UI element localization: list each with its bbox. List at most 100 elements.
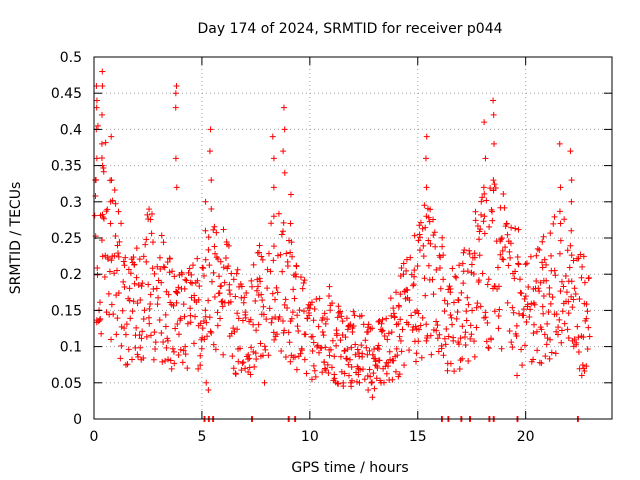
data-point xyxy=(485,345,492,352)
data-point xyxy=(128,356,135,363)
data-point xyxy=(433,266,440,273)
data-point xyxy=(240,359,247,366)
data-point xyxy=(152,339,159,346)
data-point xyxy=(127,270,134,277)
data-point xyxy=(145,281,152,288)
data-point xyxy=(447,311,454,318)
data-point xyxy=(331,375,338,382)
data-point xyxy=(361,376,368,383)
data-point xyxy=(104,206,111,213)
data-point xyxy=(287,249,294,256)
y-tick-label: 0.25 xyxy=(51,231,82,247)
data-point xyxy=(205,246,212,253)
data-point xyxy=(162,311,169,318)
data-point xyxy=(270,184,277,191)
data-point xyxy=(364,351,371,358)
chart-title: Day 174 of 2024, SRMTID for receiver p04… xyxy=(197,21,502,37)
data-point xyxy=(165,356,172,363)
data-point xyxy=(434,322,441,329)
data-point xyxy=(120,278,127,285)
data-point xyxy=(485,344,492,351)
data-point xyxy=(476,252,483,259)
data-point xyxy=(233,270,240,277)
data-point xyxy=(281,301,288,308)
data-point xyxy=(338,313,345,320)
data-point xyxy=(210,269,217,276)
data-point xyxy=(415,326,422,333)
data-point xyxy=(225,242,232,249)
data-point xyxy=(427,332,434,339)
data-point xyxy=(491,308,498,315)
data-point xyxy=(423,321,430,328)
data-point xyxy=(397,337,404,344)
data-point xyxy=(327,346,334,353)
data-point xyxy=(549,294,556,301)
data-point xyxy=(464,268,471,275)
data-point xyxy=(108,177,115,184)
data-point xyxy=(461,247,468,254)
data-point xyxy=(564,326,571,333)
data-point xyxy=(369,351,376,358)
data-point xyxy=(383,370,390,377)
data-point xyxy=(310,317,317,324)
data-point xyxy=(151,329,158,336)
data-point xyxy=(346,356,353,363)
data-point xyxy=(270,257,277,264)
data-point xyxy=(541,256,548,263)
data-point xyxy=(437,285,444,292)
data-point xyxy=(277,251,284,258)
data-point xyxy=(281,126,288,133)
data-point xyxy=(174,289,181,296)
data-point xyxy=(172,104,179,111)
data-point xyxy=(97,299,104,306)
data-point xyxy=(439,234,446,241)
data-point xyxy=(270,243,277,250)
data-point xyxy=(273,284,280,291)
y-axis-label: SRMTID / TECUs xyxy=(8,182,24,295)
data-point xyxy=(96,317,103,324)
data-point xyxy=(583,301,590,308)
data-point xyxy=(229,353,236,360)
data-point xyxy=(357,366,364,373)
data-point xyxy=(444,367,451,374)
data-point xyxy=(342,334,349,341)
data-point xyxy=(202,256,209,263)
data-point xyxy=(216,290,223,297)
data-point xyxy=(518,290,525,297)
data-point xyxy=(335,303,342,310)
data-point xyxy=(490,177,497,184)
data-point xyxy=(401,362,408,369)
data-point xyxy=(333,342,340,349)
data-point xyxy=(481,190,488,197)
data-point xyxy=(108,336,115,343)
data-point xyxy=(199,264,206,271)
data-point xyxy=(326,352,333,359)
data-point xyxy=(147,301,154,308)
data-point xyxy=(568,227,575,234)
data-point xyxy=(267,268,274,275)
data-point xyxy=(353,378,360,385)
data-point xyxy=(430,216,437,223)
data-point xyxy=(452,273,459,280)
x-tick-label: 5 xyxy=(197,429,206,445)
data-point xyxy=(101,273,108,280)
data-point xyxy=(570,257,577,264)
data-point xyxy=(557,288,564,295)
data-point xyxy=(523,318,530,325)
data-point xyxy=(175,331,182,338)
data-point xyxy=(274,331,281,338)
data-point xyxy=(154,263,161,270)
data-point xyxy=(567,242,574,249)
data-point xyxy=(366,366,373,373)
data-point xyxy=(343,355,350,362)
data-point xyxy=(435,348,442,355)
data-point xyxy=(467,335,474,342)
data-point xyxy=(521,296,528,303)
data-point xyxy=(393,345,400,352)
data-point xyxy=(571,285,578,292)
data-point xyxy=(115,250,122,257)
data-point xyxy=(568,198,575,205)
data-point xyxy=(438,342,445,349)
data-point xyxy=(227,298,234,305)
